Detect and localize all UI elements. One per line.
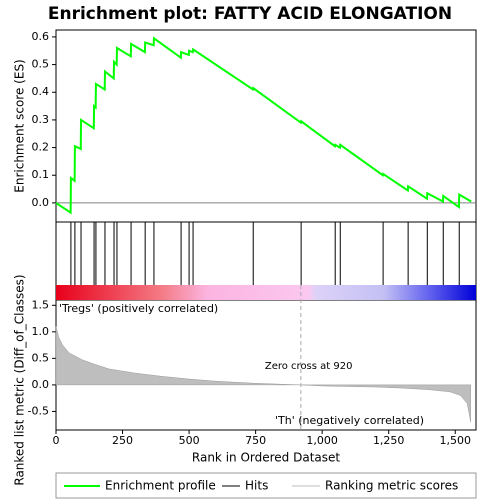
y-axis-label: Enrichment score (ES) xyxy=(13,59,27,192)
y-tick-label: 0.0 xyxy=(32,196,50,209)
frame xyxy=(55,29,477,431)
y-tick-label: 0.6 xyxy=(32,30,50,43)
x-tick-label: 500 xyxy=(179,434,200,447)
rank-color-bar xyxy=(56,285,476,300)
y-axis-label: Ranked list metric (Diff_of_Classes) xyxy=(13,274,27,485)
y-tick-label: 1.0 xyxy=(32,325,50,338)
annotation: 'Th' (negatively correlated) xyxy=(275,414,424,427)
x-tick-label: 1,000 xyxy=(306,434,338,447)
legend-label: Hits xyxy=(245,479,268,493)
annotation: Zero cross at 920 xyxy=(265,361,353,372)
y-tick-label: 0.2 xyxy=(32,141,50,154)
y-tick-label: 0.4 xyxy=(32,85,50,98)
y-tick-label: -0.5 xyxy=(28,404,49,417)
y-tick-label: 0.0 xyxy=(32,378,50,391)
x-tick-label: 750 xyxy=(245,434,266,447)
legend-label: Enrichment profile xyxy=(105,479,216,493)
legend-label: Ranking metric scores xyxy=(325,479,458,493)
annotation: 'Tregs' (positively correlated) xyxy=(59,302,218,315)
y-tick-label: 1.5 xyxy=(32,298,50,311)
x-tick-label: 0 xyxy=(53,434,60,447)
es-line xyxy=(55,36,472,215)
x-tick-label: 250 xyxy=(112,434,133,447)
y-tick-label: 0.3 xyxy=(32,113,50,126)
x-tick-label: 1,250 xyxy=(373,434,405,447)
y-tick-label: 0.5 xyxy=(32,58,50,71)
y-tick-label: 0.5 xyxy=(32,351,50,364)
x-tick-label: 1,500 xyxy=(439,434,471,447)
chart-title: Enrichment plot: FATTY ACID ELONGATION xyxy=(48,4,452,24)
metric-area xyxy=(55,326,471,423)
y-tick-label: 0.1 xyxy=(32,168,50,181)
x-axis-label: Rank in Ordered Dataset xyxy=(192,451,340,465)
legend xyxy=(55,472,477,499)
